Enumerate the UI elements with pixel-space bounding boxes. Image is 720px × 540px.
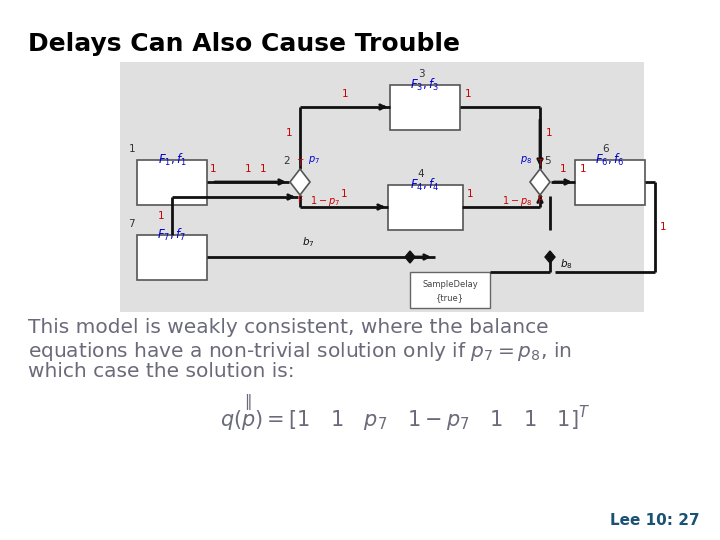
Bar bbox=[137, 234, 207, 280]
Bar bbox=[387, 185, 462, 230]
Text: $q(\overset{\|}{p}) = \left[1 \quad 1 \quad p_7 \quad 1-p_7 \quad 1 \quad 1 \qua: $q(\overset{\|}{p}) = \left[1 \quad 1 \q… bbox=[220, 392, 590, 433]
Text: F: F bbox=[537, 196, 543, 205]
Text: $F_4, f_4$: $F_4, f_4$ bbox=[410, 177, 440, 193]
Text: $F_6, f_6$: $F_6, f_6$ bbox=[595, 151, 625, 167]
Text: 1: 1 bbox=[341, 189, 347, 199]
Text: 1: 1 bbox=[210, 164, 216, 174]
Text: 7: 7 bbox=[128, 219, 135, 229]
Bar bbox=[575, 159, 645, 205]
Text: This model is weakly consistent, where the balance: This model is weakly consistent, where t… bbox=[28, 318, 549, 337]
Text: F: F bbox=[297, 196, 302, 205]
Text: T: T bbox=[297, 159, 302, 168]
Text: $1-p_7$: $1-p_7$ bbox=[310, 194, 340, 208]
Text: 3: 3 bbox=[418, 69, 424, 79]
Text: 1: 1 bbox=[546, 128, 553, 138]
Text: SampleDelay: SampleDelay bbox=[422, 280, 478, 289]
Text: $b_7$: $b_7$ bbox=[302, 235, 315, 249]
Polygon shape bbox=[530, 169, 550, 195]
Text: $1-p_8$: $1-p_8$ bbox=[502, 194, 532, 208]
Text: 6: 6 bbox=[603, 144, 609, 154]
Polygon shape bbox=[545, 251, 555, 263]
Bar bbox=[137, 159, 207, 205]
Text: 1: 1 bbox=[260, 164, 266, 174]
Text: 1: 1 bbox=[158, 211, 164, 221]
Text: 1: 1 bbox=[342, 89, 348, 99]
Text: 1: 1 bbox=[245, 164, 251, 174]
Text: $F_7, f_7$: $F_7, f_7$ bbox=[158, 226, 186, 242]
Text: 1: 1 bbox=[660, 222, 667, 232]
Text: $F_1, f_1$: $F_1, f_1$ bbox=[158, 151, 186, 167]
Text: 1: 1 bbox=[128, 144, 135, 154]
Text: $p_7$: $p_7$ bbox=[308, 154, 320, 166]
Text: T: T bbox=[537, 159, 543, 168]
Text: 4: 4 bbox=[418, 169, 424, 179]
Text: $F_3, f_3$: $F_3, f_3$ bbox=[410, 77, 439, 92]
Text: 1: 1 bbox=[464, 89, 472, 99]
Text: 1: 1 bbox=[467, 189, 473, 199]
Text: {true}: {true} bbox=[436, 293, 464, 302]
Text: 1: 1 bbox=[580, 164, 586, 174]
Text: $p_8$: $p_8$ bbox=[520, 154, 532, 166]
Text: $b_8$: $b_8$ bbox=[560, 257, 572, 271]
Text: 2: 2 bbox=[284, 156, 290, 166]
Bar bbox=[410, 272, 490, 308]
Text: Delays Can Also Cause Trouble: Delays Can Also Cause Trouble bbox=[28, 32, 460, 56]
Text: 1: 1 bbox=[559, 164, 567, 174]
Polygon shape bbox=[405, 251, 415, 263]
Bar bbox=[120, 62, 644, 312]
Text: equations have a non-trivial solution only if $p_7 = p_8$, in: equations have a non-trivial solution on… bbox=[28, 340, 572, 363]
Text: which case the solution is:: which case the solution is: bbox=[28, 362, 294, 381]
Text: 5: 5 bbox=[544, 156, 551, 166]
Polygon shape bbox=[290, 169, 310, 195]
Text: Lee 10: 27: Lee 10: 27 bbox=[611, 513, 700, 528]
Text: 1: 1 bbox=[285, 128, 292, 138]
Bar bbox=[390, 84, 460, 130]
